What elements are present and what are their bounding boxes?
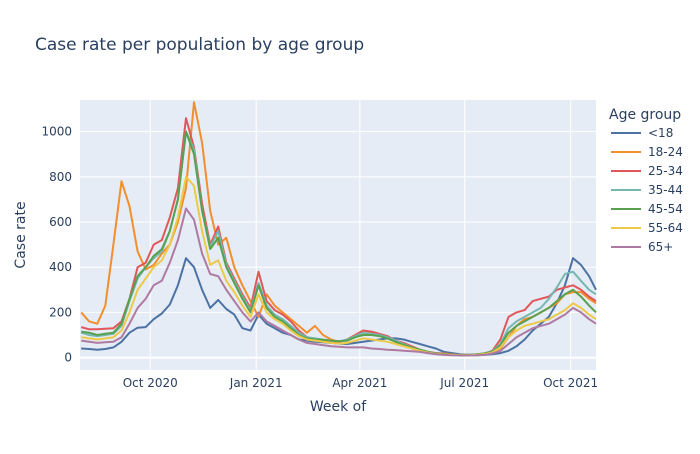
- series-line-4: [81, 130, 597, 356]
- legend-label: 18-24: [648, 145, 683, 159]
- chart-title: Case rate per population by age group: [35, 35, 364, 55]
- legend-item[interactable]: 55-64: [611, 221, 683, 235]
- x-tick-label: Oct 2021: [543, 376, 598, 390]
- legend-item[interactable]: 45-54: [611, 202, 683, 216]
- legend-label: 35-44: [648, 183, 683, 197]
- legend-item[interactable]: <18: [611, 126, 673, 140]
- legend-item[interactable]: 65+: [611, 240, 673, 254]
- x-tick-label: Apr 2021: [332, 376, 387, 390]
- y-tick-label: 400: [49, 260, 72, 274]
- y-tick-label: 600: [49, 215, 72, 229]
- plot-background: [80, 100, 596, 370]
- x-tick-label: Oct 2020: [123, 376, 178, 390]
- legend-item[interactable]: 25-34: [611, 164, 683, 178]
- y-axis-title: Case rate: [13, 201, 29, 268]
- legend-label: 55-64: [648, 221, 683, 235]
- grid: [80, 100, 596, 370]
- x-tick-label: Jan 2021: [229, 376, 283, 390]
- legend-label: 65+: [648, 240, 673, 254]
- legend-label: 25-34: [648, 164, 683, 178]
- x-axis-title: Week of: [310, 399, 367, 415]
- legend-label: 45-54: [648, 202, 683, 216]
- y-tick-label: 800: [49, 170, 72, 184]
- y-tick-label: 200: [49, 305, 72, 319]
- legend-label: <18: [648, 126, 673, 140]
- x-tick-label: Jul 2021: [439, 376, 489, 390]
- series-line-6: [81, 207, 597, 357]
- tick-labels: 0 200 400 600 800 1000 Oct 2020 Jan 2021 Apr 202…: [41, 125, 598, 390]
- legend-title: Age group: [609, 107, 681, 123]
- series-line-5: [81, 175, 597, 357]
- legend-item[interactable]: 35-44: [611, 183, 683, 197]
- y-tick-label: 0: [64, 351, 72, 365]
- y-tick-label: 1000: [41, 125, 72, 139]
- series-lines: [80, 101, 597, 357]
- legend[interactable]: Age group <18 18-24 25-34 35-44 45-54 55-64 65…: [609, 107, 683, 254]
- legend-item[interactable]: 18-24: [611, 145, 683, 159]
